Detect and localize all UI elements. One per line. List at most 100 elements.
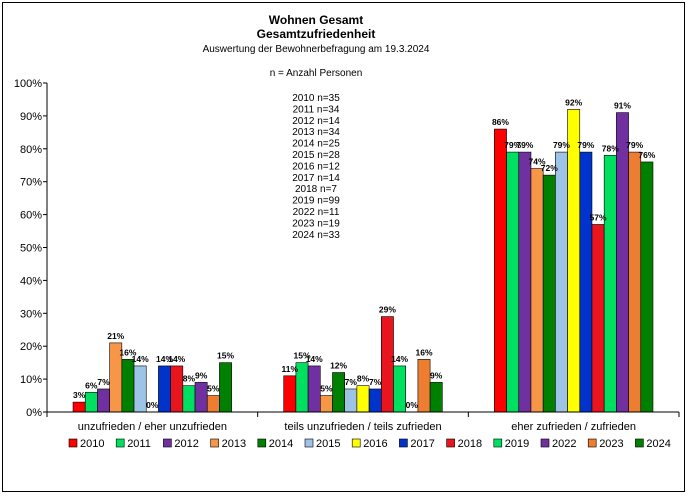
legend-label: 2022: [552, 438, 576, 450]
bar: [380, 316, 394, 413]
bar-data-label: 92%: [565, 97, 582, 107]
legend-label: 2013: [222, 438, 246, 450]
legend-swatch: [540, 438, 550, 448]
bar: [530, 168, 544, 413]
bar: [84, 391, 98, 413]
legend-label: 2023: [599, 438, 623, 450]
bar-data-label: 91%: [614, 101, 631, 111]
bar-data-label: 79%: [626, 140, 643, 150]
sample-size-entry: 2018 n=7: [295, 184, 337, 195]
y-tick-label: 50%: [20, 243, 42, 255]
y-tick-label: 90%: [20, 111, 42, 123]
legend-label: 2014: [269, 438, 293, 450]
bar-data-label: 76%: [638, 150, 655, 160]
y-tick-label: 60%: [20, 210, 42, 222]
legend-swatch: [163, 438, 172, 448]
chart-title: Wohnen Gesamt: [269, 13, 363, 27]
bar-data-label: 14%: [306, 354, 323, 364]
sample-size-entry: 2012 n=14: [292, 116, 340, 127]
bar-data-label: 14%: [132, 354, 149, 364]
bar-data-label: 79%: [516, 140, 533, 150]
bar-data-label: 7%: [369, 377, 382, 387]
bar: [555, 151, 568, 413]
bar-data-label: 57%: [590, 212, 607, 222]
bar: [616, 112, 629, 413]
legend-swatch: [587, 438, 597, 448]
legend: 2010 2011 2012 2013 2014 2015 2016 2017 2018 2019…: [68, 438, 671, 450]
bar: [121, 359, 135, 413]
bar: [640, 161, 654, 413]
bar: [579, 151, 593, 413]
bar-data-label: 16%: [119, 347, 136, 357]
legend-label: 2024: [646, 438, 670, 450]
legend-label: 2016: [363, 438, 387, 450]
y-tick-label: 20%: [20, 341, 42, 353]
bar: [97, 388, 110, 413]
bar-data-label: 12%: [330, 361, 347, 371]
bar-data-label: 79%: [577, 140, 594, 150]
legend-swatch: [304, 438, 314, 448]
bar: [368, 388, 382, 413]
sample-size-entry: 2023 n=19: [292, 218, 340, 229]
legend-swatch: [68, 438, 78, 448]
sample-size-entry: 2011 n=34: [293, 104, 340, 115]
bar-data-label: 16%: [415, 347, 432, 357]
bar: [591, 224, 605, 413]
bar-data-label: 3%: [73, 390, 86, 400]
bar-data-label: 11%: [282, 364, 299, 374]
bar-data-label: 14%: [391, 354, 408, 364]
x-category-label: eher zufrieden / zufrieden: [511, 421, 636, 433]
y-axis: 0% 10% 20% 30% 40% 50% 60% 70% 80% 90% 100%: [14, 78, 48, 419]
bar: [158, 365, 171, 413]
bar-data-label: 8%: [183, 374, 196, 384]
y-tick-label: 0%: [26, 407, 42, 419]
bar-data-label: 15%: [217, 351, 234, 361]
bar: [494, 128, 507, 413]
bar: [417, 359, 431, 413]
bar-data-label: 74%: [529, 157, 546, 167]
bar-data-label: 72%: [541, 163, 558, 173]
bar-data-label: 21%: [107, 331, 124, 341]
bar-data-label: 0%: [406, 400, 419, 410]
bar: [567, 109, 581, 413]
bar: [182, 385, 196, 413]
bar: [344, 388, 358, 413]
y-tick-label: 80%: [20, 144, 42, 156]
bar: [429, 382, 443, 413]
bars: [72, 109, 654, 413]
y-tick-label: 10%: [20, 374, 42, 386]
y-tick-label: 100%: [14, 78, 42, 90]
x-axis: unzufrieden / eher unzufrieden teils unzu…: [46, 411, 680, 433]
bar-data-label: 6%: [85, 380, 98, 390]
y-tick-label: 40%: [20, 275, 42, 287]
bar-data-label: 7%: [97, 377, 110, 387]
legend-swatch: [399, 438, 408, 448]
chart: Wohnen Gesamt Gesamtzufriedenheit Auswer…: [14, 13, 680, 450]
legend-label: 2015: [316, 438, 340, 450]
bar-data-label: 9%: [430, 370, 443, 380]
y-tick-label: 30%: [20, 308, 42, 320]
bar-data-label: 14%: [156, 354, 173, 364]
chart-frame: Wohnen Gesamt Gesamtzufriedenheit Auswer…: [2, 2, 685, 492]
legend-swatch: [446, 438, 455, 448]
bar: [628, 151, 642, 413]
bar-data-label: 9%: [195, 370, 208, 380]
bar-data-label: 15%: [293, 351, 310, 361]
legend-label: 2017: [410, 438, 434, 450]
bar: [283, 375, 297, 413]
bar-data-label: 8%: [357, 374, 370, 384]
legend-label: 2011: [127, 438, 151, 450]
bar-data-label: 29%: [379, 305, 396, 315]
sample-size-entry: 2010 n=35: [292, 93, 340, 104]
bar: [506, 151, 520, 413]
bar: [356, 385, 370, 413]
legend-swatch: [635, 438, 644, 448]
y-tick-label: 70%: [20, 177, 42, 189]
bar-data-label: 79%: [553, 140, 570, 150]
bar: [219, 362, 232, 413]
sample-size-entry: 2016 n=12: [292, 161, 340, 172]
bar-data-label: 78%: [602, 143, 619, 153]
bar-data-label: 0%: [146, 400, 159, 410]
bar: [307, 365, 321, 413]
